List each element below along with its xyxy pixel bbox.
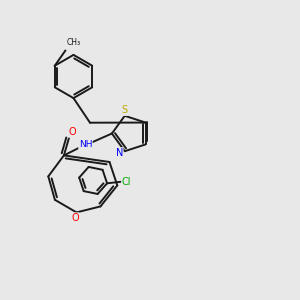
Text: O: O — [68, 127, 76, 137]
Text: O: O — [71, 213, 79, 223]
Text: Cl: Cl — [122, 177, 131, 187]
Text: S: S — [122, 105, 128, 116]
Text: NH: NH — [79, 140, 92, 149]
Text: CH₃: CH₃ — [67, 38, 81, 47]
Text: N: N — [116, 148, 123, 158]
